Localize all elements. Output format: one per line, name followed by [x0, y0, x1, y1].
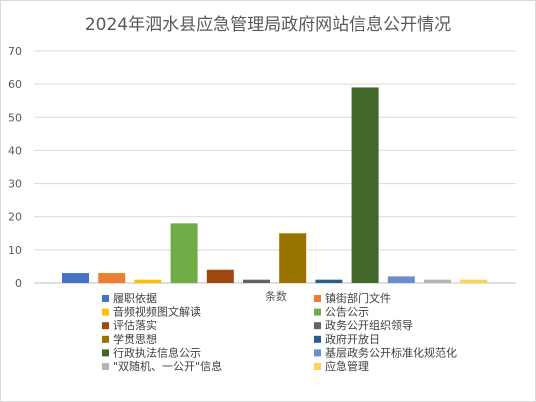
legend-swatch	[314, 308, 321, 316]
y-tick-label: 60	[8, 78, 22, 91]
bar-1	[62, 273, 89, 283]
bar-10	[387, 276, 415, 283]
legend-swatch	[102, 363, 109, 370]
bar-9	[351, 87, 379, 283]
bar-6	[243, 279, 270, 283]
legend-swatch	[314, 335, 321, 343]
legend-label: 政务公开组织领导	[325, 318, 413, 332]
legend-label: "双随机、一公开"信息	[113, 359, 222, 373]
legend-label: 学贯思想	[113, 332, 157, 346]
y-tick-label: 10	[8, 244, 22, 257]
bar-2	[98, 273, 126, 283]
bars	[62, 87, 488, 283]
y-tick-label: 0	[15, 277, 22, 290]
y-tick-label: 40	[8, 144, 22, 157]
legend-swatch	[314, 295, 321, 302]
legend-label: 应急管理	[325, 359, 369, 373]
legend-label: 行政执法信息公示	[113, 345, 201, 359]
y-tick-label: 30	[8, 178, 22, 191]
legend-swatch	[102, 322, 109, 330]
chart-title: 2024年泗水县应急管理局政府网站信息公开情况	[84, 15, 452, 35]
bar-12	[460, 279, 488, 283]
legend-label: 镇街部门文件	[325, 291, 391, 305]
legend-label: 音频视频图文解读	[113, 305, 201, 319]
bar-5	[206, 269, 234, 283]
x-axis-label: 条数	[265, 289, 287, 303]
legend-swatch	[102, 308, 109, 316]
y-axis-ticks: 0 10 20 30 40 50 60 70	[8, 45, 22, 290]
legend-label: 评估落实	[113, 318, 157, 332]
bar-4	[170, 223, 198, 283]
legend-swatch	[314, 322, 321, 330]
gridlines	[34, 50, 516, 284]
bar-7	[279, 233, 307, 283]
bar-11	[424, 279, 451, 283]
y-tick-label: 50	[8, 111, 22, 124]
y-tick-label: 20	[8, 211, 22, 224]
legend-swatch	[102, 295, 109, 302]
legend-swatch	[314, 363, 321, 370]
bar-3	[134, 279, 162, 283]
legend-label: 基层政务公开标准化规范化	[325, 345, 457, 359]
legend-label: 履职依据	[113, 291, 157, 305]
legend-label: 政府开放日	[325, 332, 380, 346]
legend-swatch	[102, 335, 109, 343]
bar-8	[315, 279, 343, 283]
legend-swatch	[314, 349, 321, 357]
y-tick-label: 70	[8, 45, 22, 58]
legend-label: 公告公示	[325, 306, 369, 319]
legend-swatch	[102, 349, 109, 357]
